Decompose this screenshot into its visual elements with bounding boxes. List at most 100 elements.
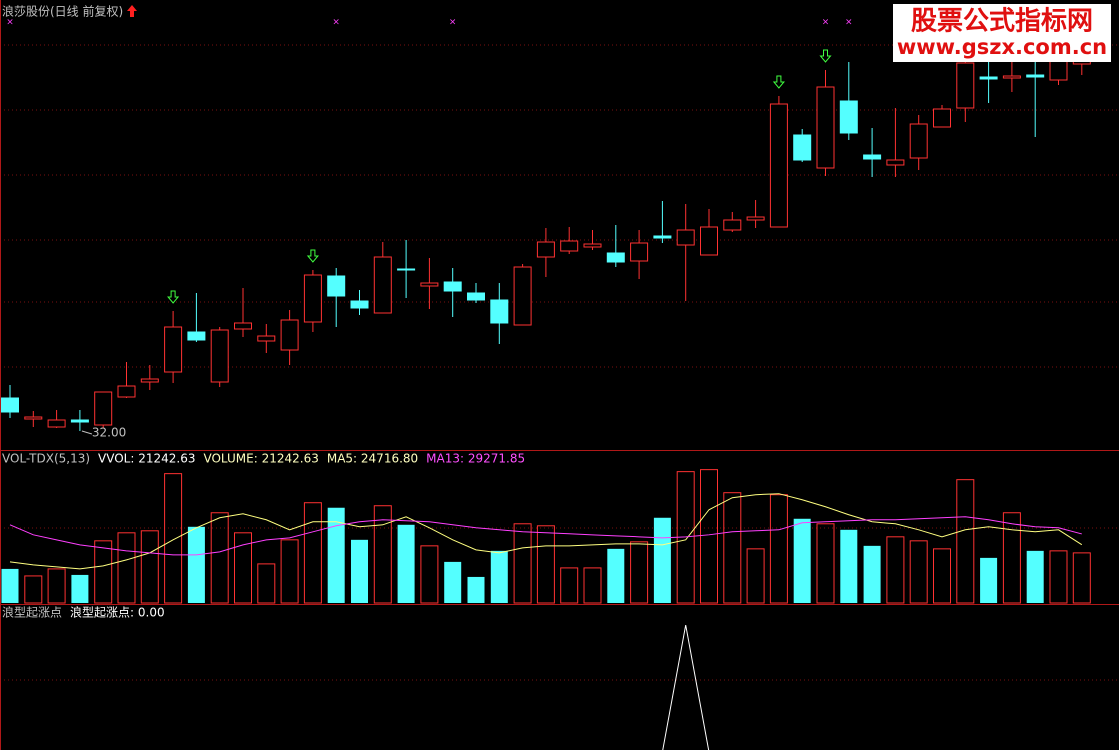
volume-bar: [980, 557, 998, 603]
candle-body: [909, 123, 928, 159]
low-pointer: [81, 430, 93, 435]
legend-entry: VOLUME: 21242.63: [203, 452, 318, 466]
volume-bar: [24, 575, 43, 604]
candle-body: [397, 268, 416, 271]
candle-body: [630, 242, 649, 262]
volume-bar: [187, 526, 205, 603]
candle-body: [257, 335, 276, 342]
volume-bar: [257, 563, 276, 604]
candle-body: [140, 378, 159, 383]
volume-bar: [630, 541, 649, 604]
volume-bar: [1072, 552, 1091, 604]
candle-body: [94, 391, 113, 426]
candle-body: [187, 331, 206, 341]
ma-line: [9, 493, 1083, 570]
candle-body: [700, 226, 718, 256]
arrow-signal: [819, 49, 832, 63]
ma-line: [9, 516, 1082, 556]
candle-body: [653, 235, 672, 239]
volume-bar: [164, 473, 183, 604]
volume-bar: [816, 523, 835, 604]
low-label: 32.00: [92, 426, 126, 440]
volume-bar: [1049, 550, 1068, 604]
volume-bar: [536, 525, 555, 604]
candle-body: [210, 329, 229, 383]
cross-signal: ×: [332, 18, 340, 28]
candle-body: [1002, 75, 1021, 79]
volume-bar: [746, 548, 765, 604]
volume-bar: [653, 517, 671, 603]
candle-body: [490, 299, 509, 324]
candle-body: [373, 256, 392, 314]
volume-bar: [210, 512, 229, 604]
candle-body: [234, 322, 252, 330]
cross-signal: ×: [449, 18, 457, 28]
volume-bar: [513, 523, 532, 604]
volume-bar: [560, 567, 579, 604]
arrow-signal: [306, 249, 319, 263]
volume-bar: [956, 479, 975, 604]
candle-body: [793, 134, 812, 161]
candle-body: [24, 416, 43, 420]
candle-body: [280, 319, 299, 351]
volume-bar: [397, 524, 415, 603]
candle-body: [979, 76, 998, 80]
candle-body: [164, 326, 183, 373]
candle-body: [769, 103, 788, 228]
volume-bar: [280, 539, 299, 604]
volume-bar: [886, 536, 905, 604]
watermark-title: 股票公式指标网: [911, 7, 1093, 37]
legend-entry: MA13: 29271.85: [426, 452, 525, 466]
volume-bar: [1, 568, 19, 603]
volume-bar: [467, 576, 485, 603]
volume-bar: [327, 507, 345, 603]
volume-bar: [140, 530, 159, 604]
volume-bar: [71, 574, 89, 603]
volume-bar: [840, 529, 858, 603]
volume-bar: [444, 561, 462, 603]
cross-signal: ×: [6, 18, 14, 28]
watermark-box: [893, 4, 1111, 62]
candle-body: [420, 282, 439, 287]
volume-bar: [420, 545, 439, 604]
legend-entry: 浪型起涨点: 0.00: [70, 605, 165, 620]
volume-bar: [1002, 512, 1021, 604]
legend-entry: 浪型起涨点: [2, 605, 62, 620]
watermark-url: www.gszx.com.cn: [897, 35, 1107, 59]
arrow-signal: [167, 290, 180, 304]
candle-body: [303, 274, 322, 323]
candle-body: [1049, 59, 1068, 81]
candle-body: [839, 100, 858, 134]
chart-title: 浪莎股份(日线 前复权): [2, 4, 123, 19]
candle-body: [47, 419, 66, 428]
cross-signal: ×: [822, 18, 830, 28]
candle-body: [1, 397, 19, 413]
candle-body: [327, 275, 346, 297]
volume-bar: [490, 550, 508, 603]
candle-body: [560, 240, 579, 252]
volume-bar: [117, 532, 136, 604]
volume-bar: [94, 540, 113, 604]
volume-bar: [583, 567, 602, 604]
candle-body: [536, 241, 555, 258]
volume-bar: [373, 505, 392, 604]
volume-bar: [234, 532, 252, 604]
volume-bar: [700, 469, 718, 604]
candle-body: [443, 281, 462, 292]
volume-bar: [351, 539, 368, 603]
candle-body: [467, 292, 485, 301]
volume-bar: [909, 540, 928, 604]
volume-bar: [303, 502, 322, 604]
volume-bar: [863, 545, 881, 603]
volume-bar: [607, 548, 625, 603]
candle-body: [886, 159, 905, 166]
legend-entry: MA5: 24716.80: [327, 452, 418, 466]
title-arrow: [127, 5, 137, 17]
volume-bar: [933, 548, 951, 604]
cross-signal: ×: [845, 18, 853, 28]
candle-body: [746, 216, 765, 221]
volume-bar: [769, 494, 788, 604]
